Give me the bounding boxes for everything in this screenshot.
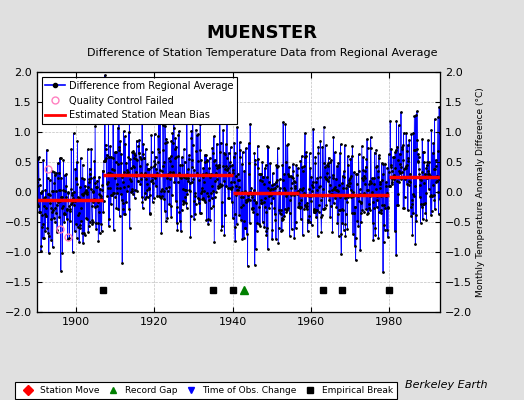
Legend: Station Move, Record Gap, Time of Obs. Change, Empirical Break: Station Move, Record Gap, Time of Obs. C… [16, 382, 397, 399]
Y-axis label: Monthly Temperature Anomaly Difference (°C): Monthly Temperature Anomaly Difference (… [476, 87, 485, 297]
Text: Difference of Station Temperature Data from Regional Average: Difference of Station Temperature Data f… [87, 48, 437, 58]
Text: MUENSTER: MUENSTER [206, 24, 318, 42]
Text: Berkeley Earth: Berkeley Earth [405, 380, 487, 390]
